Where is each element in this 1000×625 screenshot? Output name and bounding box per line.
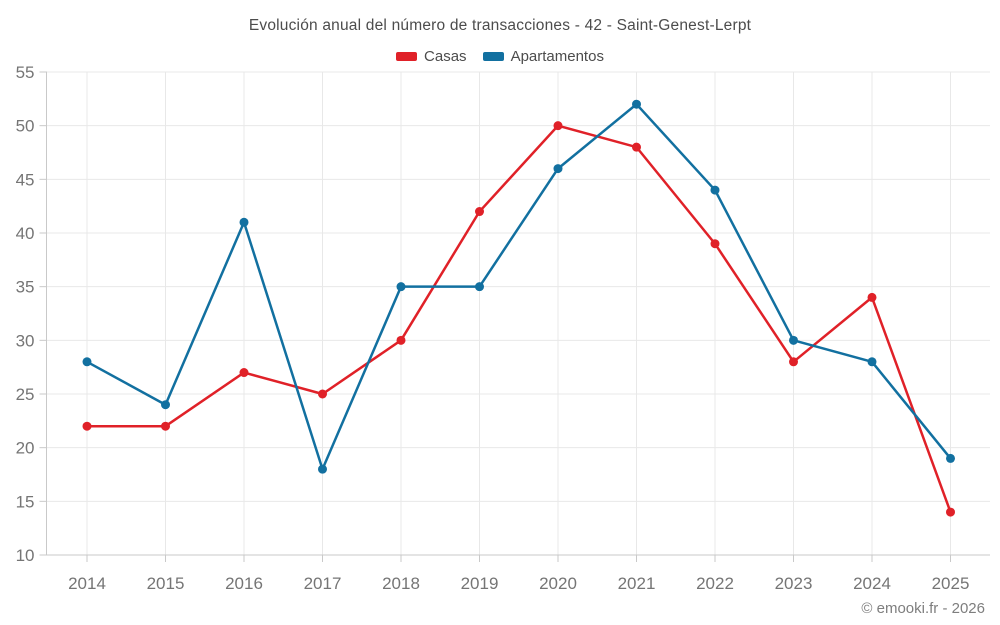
point-apartamentos-2021[interactable] <box>632 99 641 109</box>
point-apartamentos-2016[interactable] <box>239 217 249 227</box>
point-apartamentos-2015[interactable] <box>161 400 170 410</box>
point-apartamentos-2019[interactable] <box>475 282 484 292</box>
y-axis-labels: 10 15 20 25 30 35 40 45 50 55 <box>16 63 35 565</box>
y-tick-label: 25 <box>16 385 35 404</box>
point-apartamentos-2017[interactable] <box>318 464 327 474</box>
y-tick-label: 50 <box>16 117 35 136</box>
point-casas-2018[interactable] <box>396 335 406 345</box>
point-apartamentos-2025[interactable] <box>946 453 955 463</box>
point-apartamentos-2022[interactable] <box>710 185 720 195</box>
x-axis-labels: 2014 2015 2016 2017 2018 2019 2020 2021 2022 2023… <box>68 574 969 593</box>
point-apartamentos-2024[interactable] <box>867 357 877 367</box>
axes <box>39 71 990 562</box>
y-tick-label: 10 <box>16 546 35 565</box>
copyright-text: © emooki.fr - 2026 <box>861 600 985 617</box>
legend-label-apartamentos: Apartamentos <box>510 48 604 65</box>
series-casas <box>82 121 955 517</box>
series-line-casas <box>85 124 952 514</box>
series-apartamentos <box>82 99 955 474</box>
legend-label-casas: Casas <box>424 48 467 65</box>
y-tick-label: 45 <box>16 170 35 189</box>
point-apartamentos-2023[interactable] <box>789 335 798 345</box>
point-casas-2020[interactable] <box>553 121 563 131</box>
y-tick-label: 40 <box>16 224 35 243</box>
x-tick-label: 2022 <box>696 574 734 593</box>
point-casas-2025[interactable] <box>946 507 955 517</box>
x-tick-label: 2024 <box>853 574 891 593</box>
point-casas-2023[interactable] <box>789 357 798 367</box>
x-tick-label: 2016 <box>225 574 263 593</box>
legend: Casas Apartamentos <box>0 48 1000 65</box>
point-apartamentos-2020[interactable] <box>553 164 563 174</box>
point-casas-2015[interactable] <box>161 421 170 431</box>
point-casas-2017[interactable] <box>318 389 327 399</box>
legend-swatch-apartamentos <box>482 52 504 61</box>
x-tick-label: 2025 <box>932 574 970 593</box>
y-tick-label: 30 <box>16 331 35 350</box>
y-tick-label: 35 <box>16 278 35 297</box>
y-tick-label: 15 <box>16 492 35 511</box>
x-tick-label: 2020 <box>539 574 577 593</box>
point-casas-2014[interactable] <box>82 421 92 431</box>
point-casas-2016[interactable] <box>239 368 249 378</box>
series-line-apartamentos <box>85 102 952 471</box>
x-tick-label: 2017 <box>304 574 342 593</box>
point-casas-2024[interactable] <box>867 292 877 302</box>
chart-title: Evolución anual del número de transaccio… <box>248 17 752 34</box>
x-tick-label: 2021 <box>618 574 656 593</box>
legend-item-apartamentos[interactable]: Apartamentos <box>482 48 604 65</box>
gridlines <box>46 71 990 556</box>
y-tick-label: 20 <box>16 439 35 458</box>
point-casas-2022[interactable] <box>710 239 720 249</box>
x-tick-label: 2023 <box>775 574 813 593</box>
point-apartamentos-2018[interactable] <box>396 282 406 292</box>
x-tick-label: 2019 <box>461 574 499 593</box>
x-tick-label: 2018 <box>382 574 420 593</box>
legend-item-casas[interactable]: Casas <box>396 48 467 65</box>
y-tick-label: 55 <box>16 63 35 82</box>
x-tick-label: 2014 <box>68 574 106 593</box>
x-tick-label: 2015 <box>147 574 185 593</box>
point-apartamentos-2014[interactable] <box>82 357 92 367</box>
point-casas-2021[interactable] <box>632 142 641 152</box>
point-casas-2019[interactable] <box>475 207 484 217</box>
legend-swatch-casas <box>396 52 418 61</box>
